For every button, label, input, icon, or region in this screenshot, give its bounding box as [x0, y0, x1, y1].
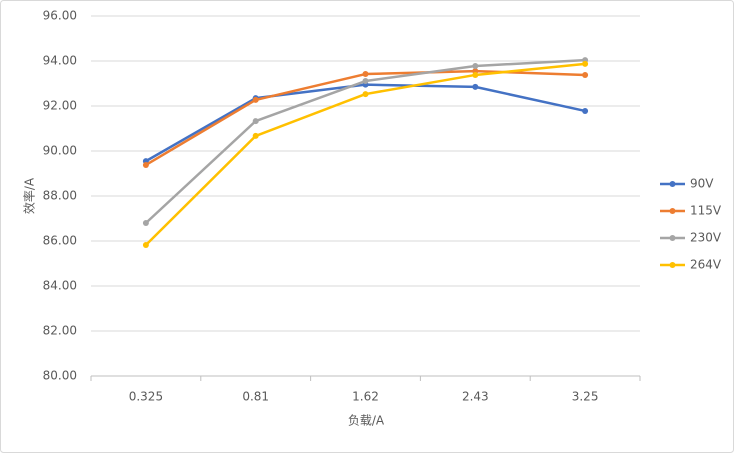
legend-label: 230V [690, 231, 722, 245]
data-point [142, 161, 149, 168]
y-tick-label: 96.00 [43, 9, 77, 23]
legend-marker [669, 235, 676, 241]
y-tick-label: 86.00 [43, 234, 77, 248]
y-axis-label: 效率/A [22, 177, 37, 214]
x-axis-label: 负载/A [348, 414, 385, 428]
data-point [252, 132, 259, 139]
data-point [252, 96, 259, 103]
x-tick-label: 0.81 [242, 390, 269, 404]
data-point [582, 60, 589, 67]
data-point [142, 220, 149, 226]
y-tick-label: 92.00 [43, 99, 77, 113]
data-point [142, 242, 149, 249]
data-point [582, 71, 589, 78]
y-tick-label: 82.00 [43, 324, 77, 338]
x-tick-label: 3.25 [572, 390, 599, 404]
y-tick-label: 88.00 [43, 189, 77, 203]
data-point [362, 71, 369, 78]
x-tick-label: 0.325 [129, 390, 163, 404]
legend-marker [669, 208, 676, 214]
y-tick-label: 80.00 [43, 369, 77, 383]
data-point [362, 78, 369, 85]
y-tick-label: 94.00 [43, 54, 77, 68]
data-point [252, 118, 259, 125]
legend-marker [669, 262, 676, 268]
legend-marker [669, 181, 676, 187]
x-tick-label: 2.43 [462, 390, 489, 404]
data-point [472, 71, 479, 78]
legend-label: 90V [690, 177, 714, 191]
data-point [472, 83, 479, 90]
legend-label: 264V [690, 258, 722, 272]
data-point [362, 91, 369, 98]
x-tick-label: 1.62 [352, 390, 379, 404]
data-point [582, 107, 589, 114]
legend-label: 115V [690, 204, 722, 218]
y-tick-label: 90.00 [43, 144, 77, 158]
data-point [472, 62, 479, 69]
y-tick-label: 84.00 [43, 279, 77, 293]
